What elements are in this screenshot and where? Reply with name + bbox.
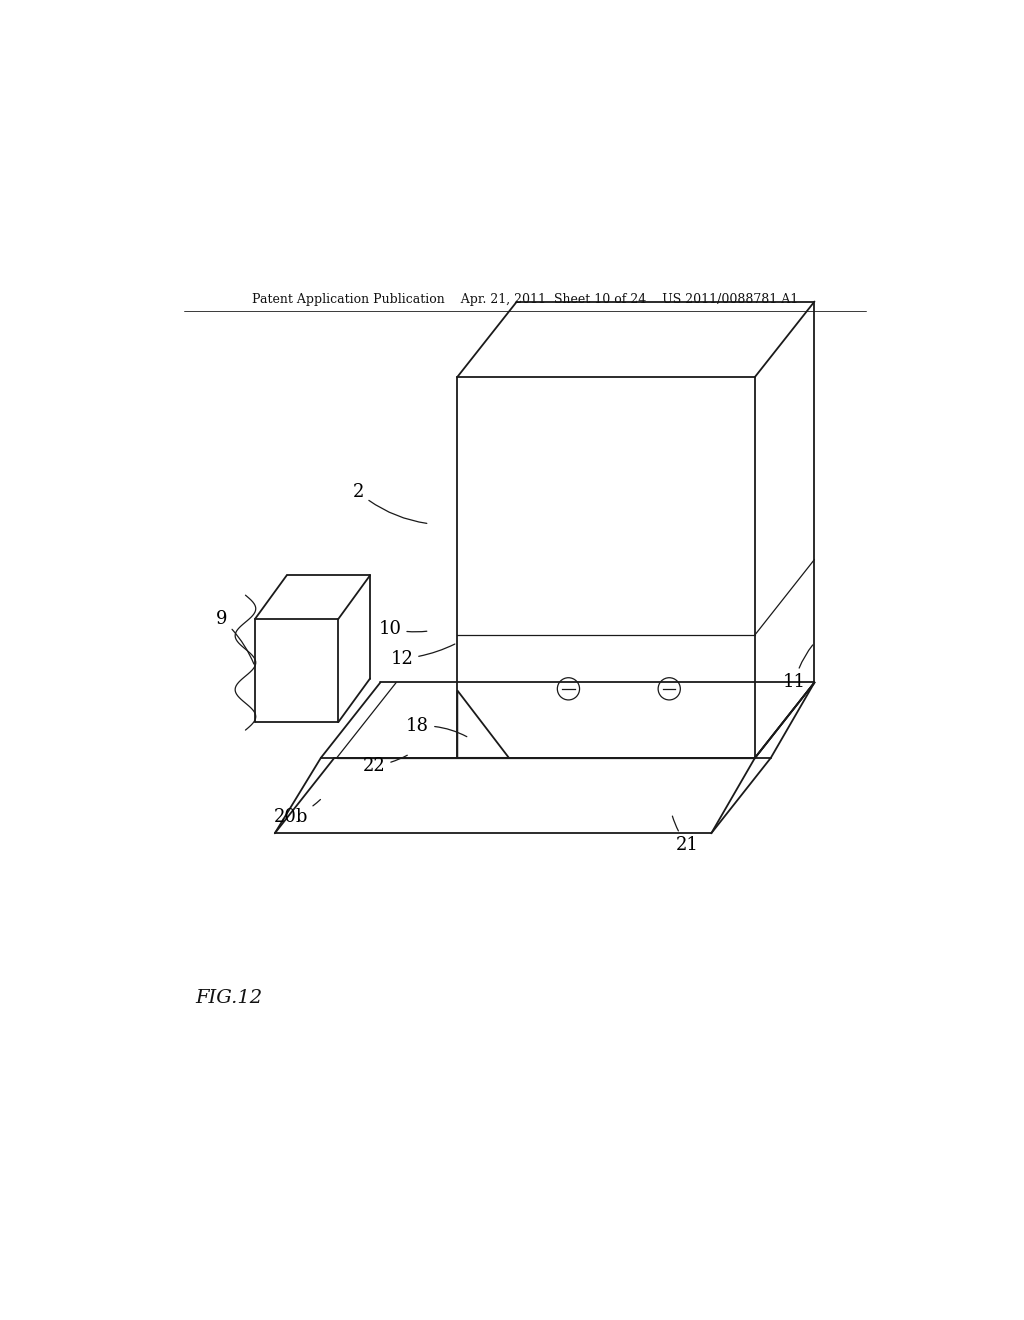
Text: 2: 2 [352,483,427,523]
Text: 22: 22 [362,755,408,775]
Text: Patent Application Publication    Apr. 21, 2011  Sheet 10 of 24    US 2011/00887: Patent Application Publication Apr. 21, … [252,293,798,306]
Text: FIG.12: FIG.12 [196,989,262,1007]
Text: 21: 21 [673,816,699,854]
Text: 18: 18 [407,717,467,737]
Text: 9: 9 [216,610,254,664]
Text: 12: 12 [390,644,455,668]
Text: 20b: 20b [273,800,321,826]
Text: 11: 11 [783,645,813,692]
Text: 10: 10 [379,619,427,638]
